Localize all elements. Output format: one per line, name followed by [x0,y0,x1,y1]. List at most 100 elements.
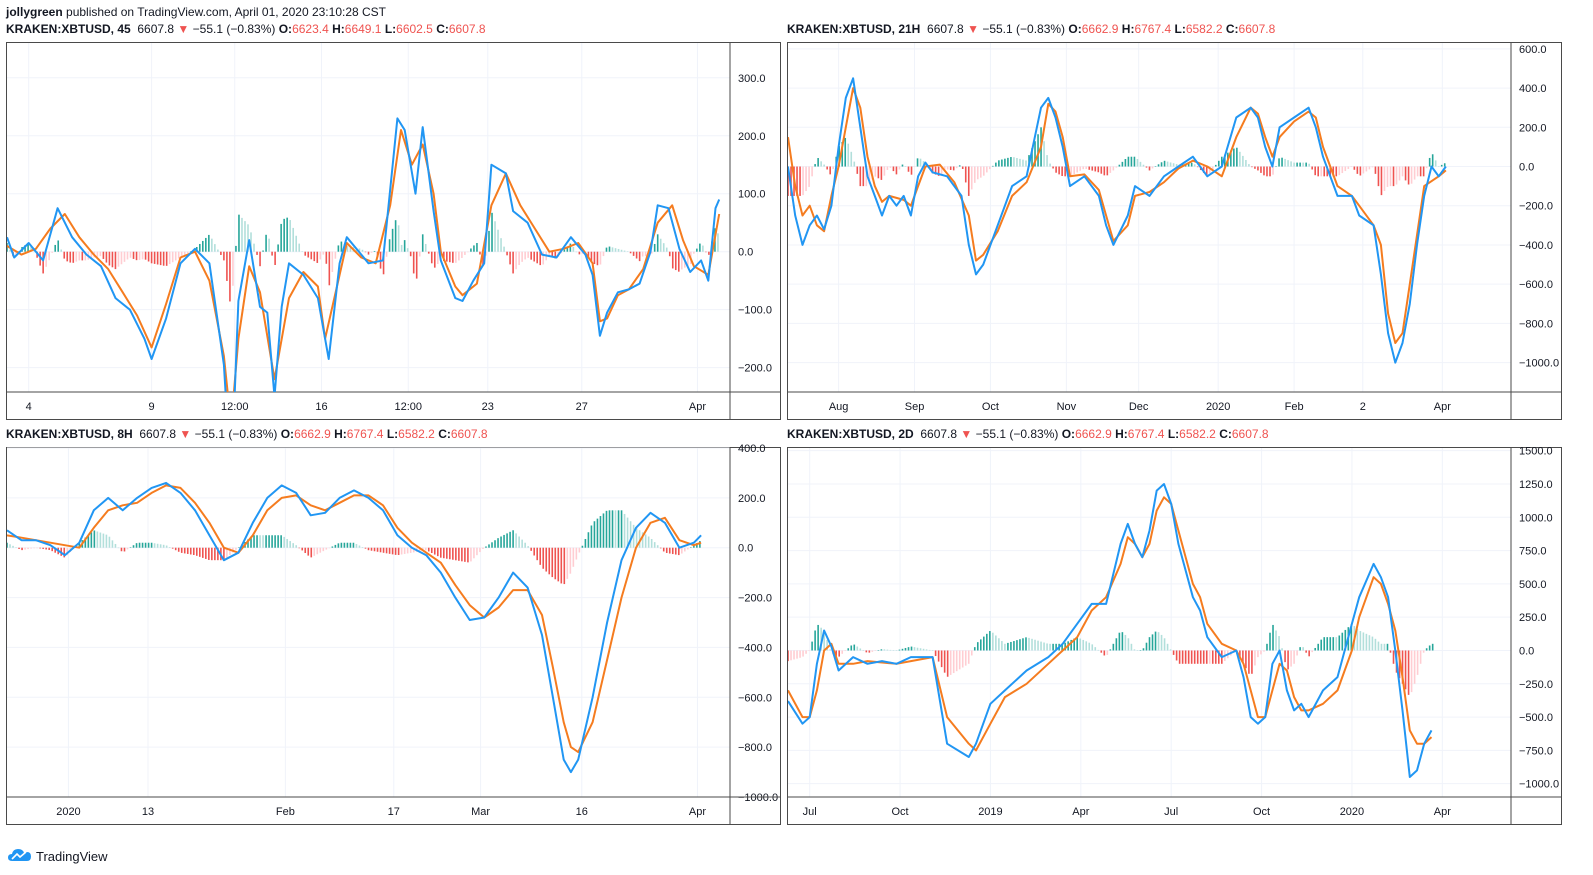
histogram-bar [159,251,162,266]
histogram-bar [415,251,418,279]
y-tick-label: 100.0 [738,189,766,201]
histogram-bar [626,517,629,548]
histogram-bar [518,536,520,548]
histogram-bar [1350,624,1353,651]
histogram-bar [316,251,319,263]
histogram-bar [180,547,183,553]
histogram-bar [1217,650,1220,664]
symbol-label[interactable]: KRAKEN:XBTUSD, 45 [6,22,131,36]
down-arrow-icon: ▼ [960,427,973,441]
symbol-label[interactable]: KRAKEN:XBTUSD, 8H [6,427,133,441]
symbol-label[interactable]: KRAKEN:XBTUSD, 21H [787,22,921,36]
histogram-bar [677,547,680,556]
histogram-bar [983,166,985,176]
histogram-bar [418,547,421,552]
panel-4-header: KRAKEN:XBTUSD, 2D 6607.8 ▼ −55.1 (−0.83%… [787,427,1269,441]
chart-panel-1[interactable] [6,42,781,420]
histogram-bar [367,251,370,255]
histogram-bar [943,650,946,673]
histogram-bar [1398,166,1401,181]
histogram-bar [1263,166,1265,176]
histogram-bar [226,251,228,281]
histogram-bar [461,547,463,562]
histogram-bar [998,638,1000,651]
histogram-bar [937,166,940,176]
histogram-bar [910,646,913,651]
histogram-bar [952,166,955,171]
x-tick-label: 13 [142,806,154,818]
histogram-bar [949,166,952,170]
symbol-label[interactable]: KRAKEN:XBTUSD, 2D [787,427,914,441]
histogram-bar [1010,641,1012,651]
histogram-bar [653,243,656,252]
histogram-bar [1239,650,1241,658]
chart-panel-4[interactable] [787,447,1562,825]
histogram-bar [656,234,659,252]
histogram-bar [1287,160,1289,167]
macd-chart-45m[interactable]: 300.0 200.0 100.0 0.0 −100.0 −200.0 4 9 12:00 16 1… [6,42,781,420]
histogram-bar [995,162,997,167]
histogram-bar [214,547,216,561]
chart-panel-2[interactable] [787,42,1562,420]
histogram-bar [409,547,412,553]
histogram-bar [1338,166,1341,176]
histogram-bar [1112,643,1115,651]
histogram-bar [1251,650,1253,674]
histogram-bar [527,251,529,258]
close-label: C: [1219,427,1232,441]
histogram-bar [677,251,680,272]
histogram-bar [922,161,925,167]
plot-area [7,481,702,774]
histogram-bar [1374,638,1377,651]
histogram-bar [1293,650,1295,664]
histogram-bar [1046,155,1048,167]
histogram-bar [1302,162,1304,167]
author-name[interactable]: jollygreen [6,5,63,19]
histogram-bar [578,251,581,255]
histogram-bar [880,649,883,651]
histogram-bar [412,547,415,553]
histogram-bar [826,166,828,170]
x-tick-label: Nov [1057,401,1077,413]
histogram-bar [1266,643,1268,651]
histogram-bar [1037,640,1039,651]
histogram-bar [626,251,629,252]
histogram-bar [319,251,322,260]
histogram-bar [141,251,144,260]
histogram-bar [1055,166,1057,173]
histogram-bar [1233,148,1235,167]
histogram-bar [1049,163,1051,167]
histogram-bar [916,158,919,167]
histogram-bar [174,547,177,551]
histogram-bar [63,251,66,259]
histogram-bar [391,547,394,555]
histogram-bar [587,251,590,258]
histogram-bar [186,251,189,254]
macd-chart-21h[interactable]: 600.0 400.0 200.0 0.0 −200.0 −400.0 −600.0 −800… [787,42,1562,420]
histogram-bar [859,166,862,187]
histogram-bar [470,248,472,252]
histogram-bar [15,547,17,548]
histogram-bar [1076,166,1078,173]
macd-chart-8h[interactable]: 400.0 200.0 0.0 −200.0 −400.0 −600.0 −800.0 −10… [6,443,781,825]
histogram-bar [406,248,409,252]
histogram-bar [253,535,255,548]
histogram-bar [1254,166,1256,169]
histogram-bar [217,249,219,252]
histogram-bar [1332,166,1335,177]
histogram-bar [491,212,493,252]
low-value: 6582.2 [398,427,435,441]
histogram-bar [530,547,532,551]
histogram-bar [1094,166,1097,172]
histogram-bar [1305,650,1307,653]
macd-chart-2d[interactable]: 1500.0 1250.0 1000.0 750.0 500.0 250.0 0.0 −250… [787,446,1562,825]
tradingview-brand[interactable]: TradingView [8,848,108,865]
histogram-bar [102,533,105,548]
histogram-bar [331,546,334,548]
histogram-bar [1145,166,1148,168]
y-tick-label: 0.0 [1519,645,1534,657]
histogram-bar [919,158,922,167]
histogram-bar [7,542,8,548]
histogram-bar [1302,647,1304,651]
high-value: 6767.4 [1134,22,1172,36]
